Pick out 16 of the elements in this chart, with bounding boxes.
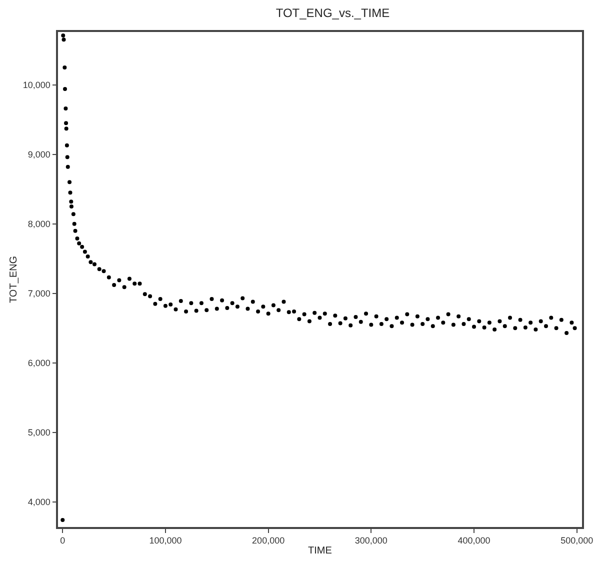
y-tick-label: 7,000 (28, 288, 50, 299)
chart-title: TOT_ENG_vs._TIME (276, 6, 390, 20)
x-tick-label: 100,000 (149, 536, 182, 546)
x-tick-label: 200,000 (252, 536, 285, 546)
y-tick-label: 4,000 (28, 497, 50, 508)
y-tick-label: 6,000 (28, 358, 50, 368)
y-tick-label: 8,000 (28, 219, 50, 230)
y-tick-label: 5,000 (28, 428, 50, 438)
x-tick-label: 400,000 (458, 536, 490, 546)
x-axis-title: TIME (308, 546, 332, 557)
x-tick-label: 300,000 (354, 536, 388, 546)
y-tick-label: 10,000 (22, 80, 50, 90)
x-tick-label: 0 (60, 536, 66, 546)
x-tick-label: 500,000 (560, 536, 594, 546)
y-tick-label: 9,000 (28, 150, 50, 160)
y-axis-title: TOT_ENG (8, 256, 20, 304)
